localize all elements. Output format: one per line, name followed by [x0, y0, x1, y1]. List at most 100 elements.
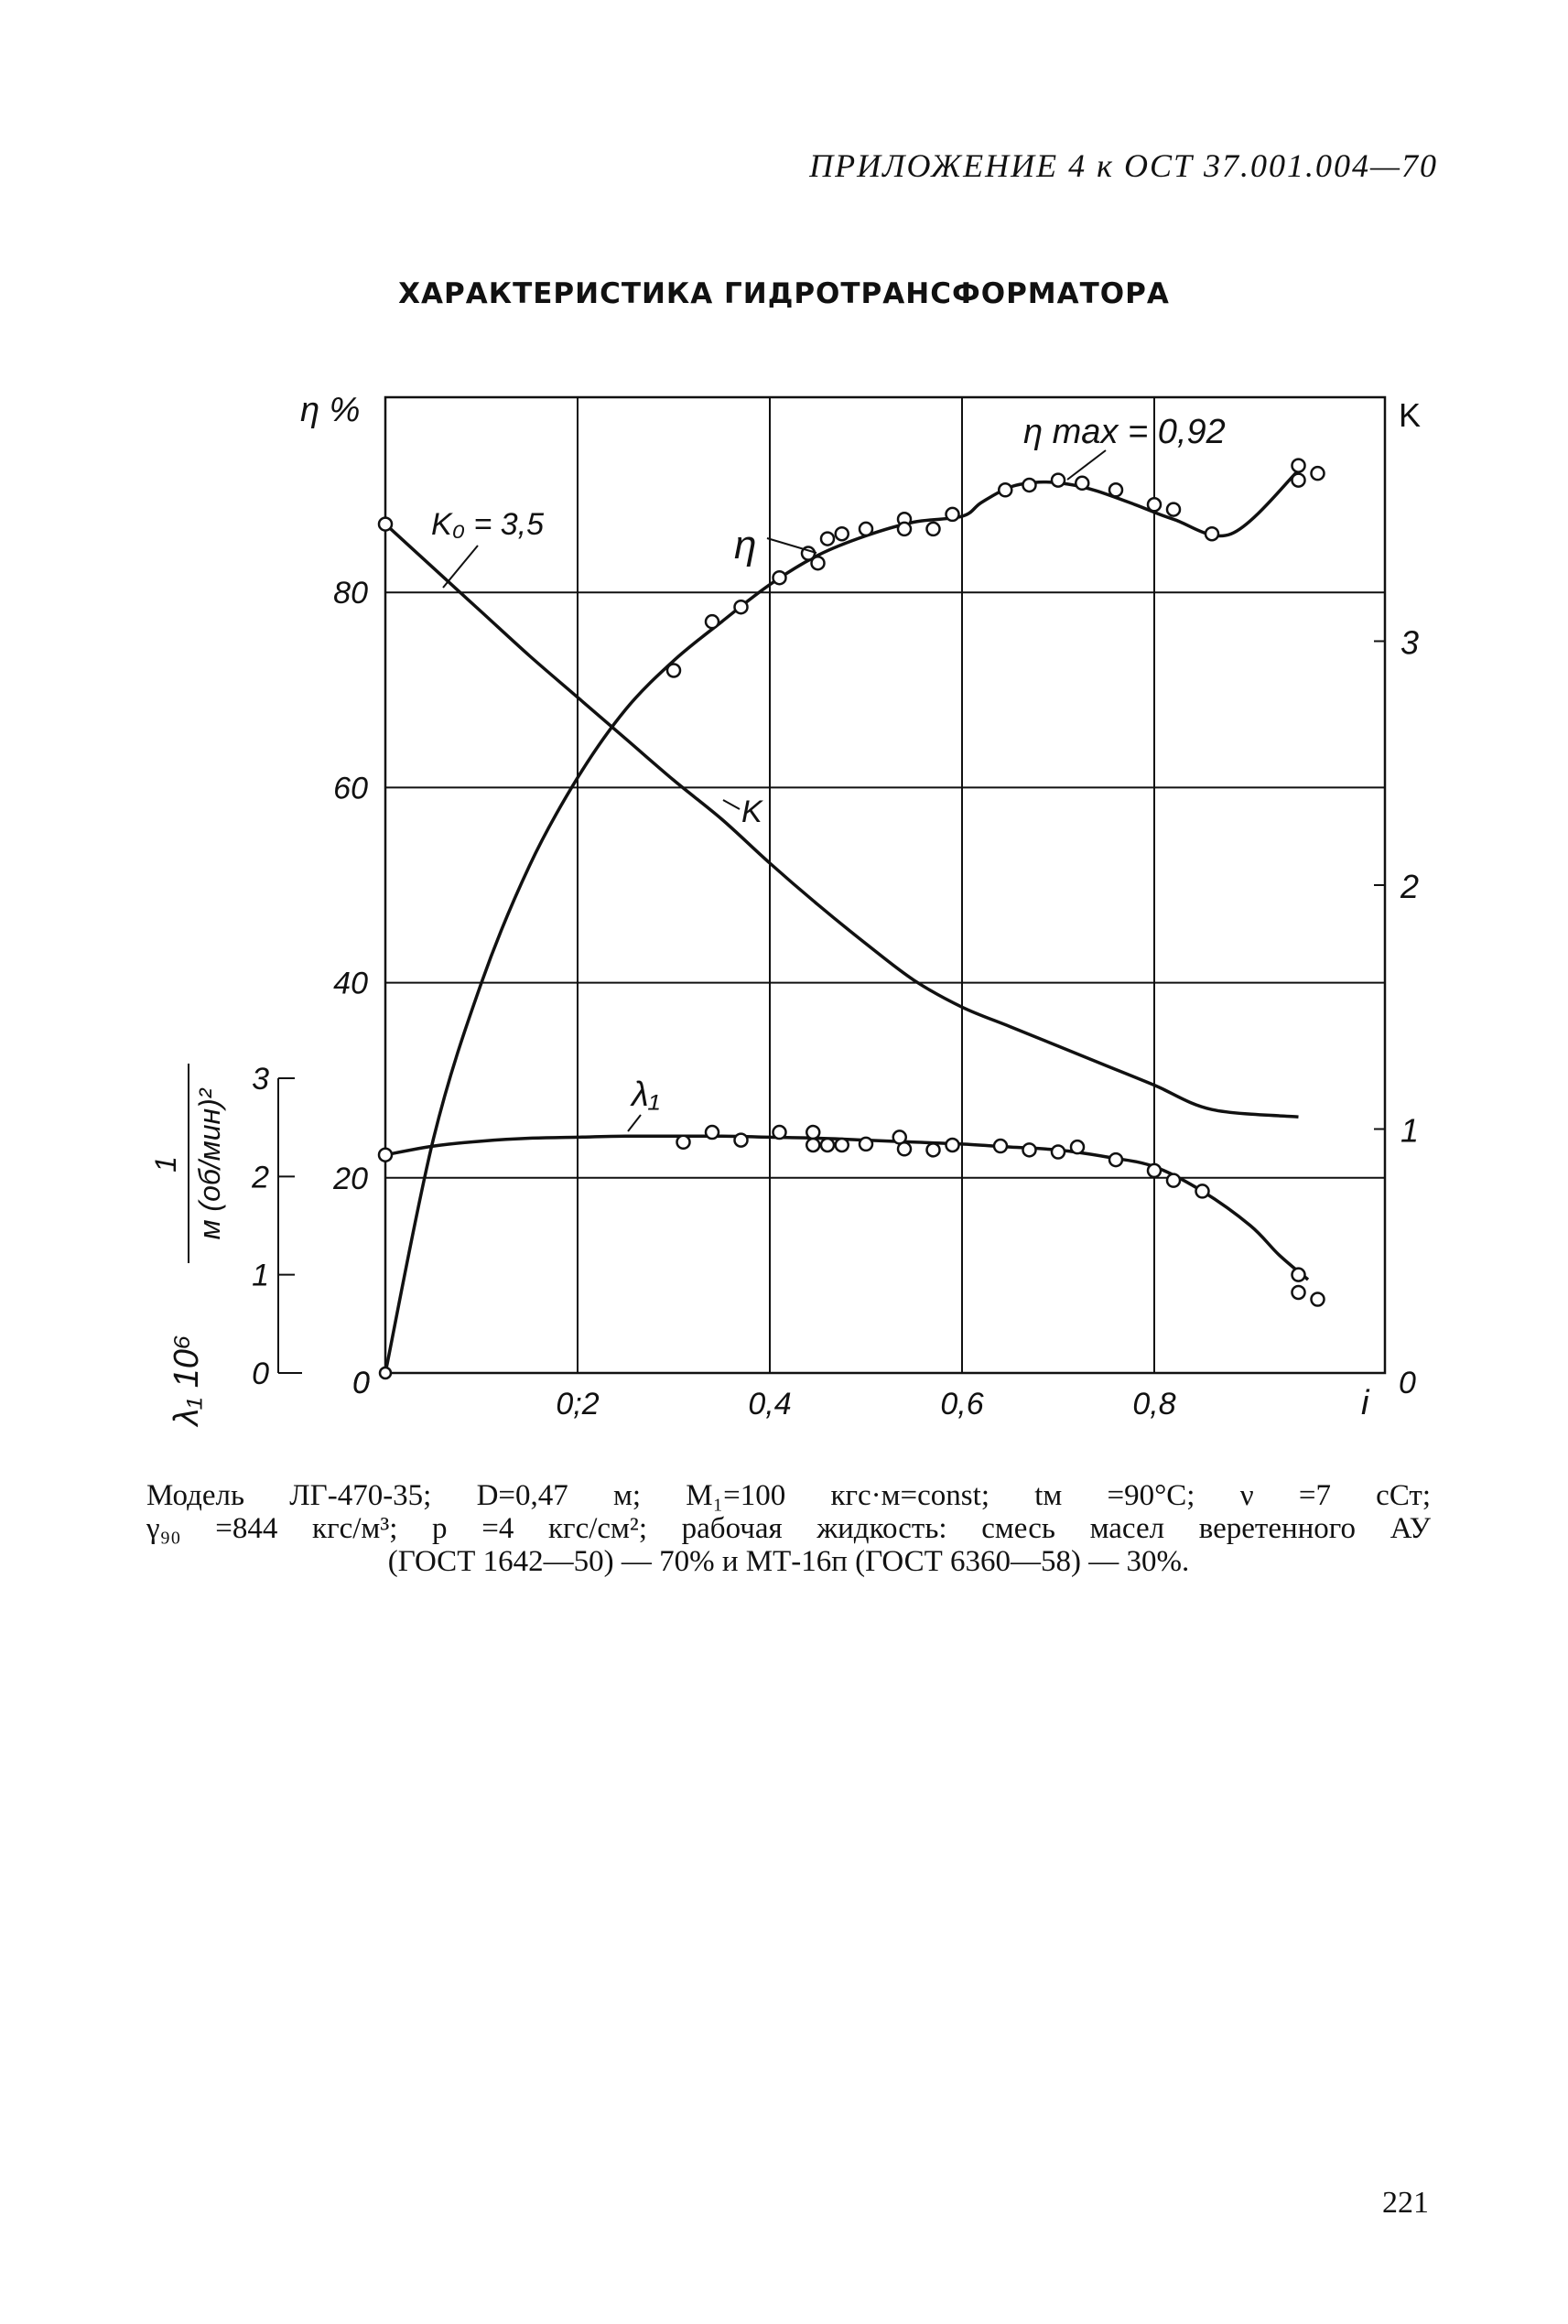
lambda-data-point	[1310, 1292, 1325, 1307]
curves-layer	[384, 469, 1310, 1374]
eta-data-point	[945, 506, 960, 523]
y-right-axis-label: K	[1399, 396, 1421, 434]
eta-data-point	[810, 555, 826, 571]
lambda-data-point	[1291, 1284, 1306, 1301]
torque-converter-chart: 0;2 0,4 0,6 0,8 20 40 60 80 1 2 3 0 1 2 3 η % K i 0 0 …	[149, 391, 1421, 1428]
eta-data-point	[1022, 477, 1037, 493]
lambda-curve-label: λ₁	[630, 1076, 660, 1114]
k-data-point	[377, 516, 394, 532]
y-left-tick-label: 40	[333, 967, 368, 1001]
eta-curve-leader	[766, 537, 817, 554]
lambda-axis-label-denominator: м (об/мин)²	[193, 1087, 226, 1239]
eta-max-annotation: η max = 0,92	[1023, 413, 1226, 451]
y-right-tick-label: 3	[1400, 624, 1419, 662]
y-left-tick-label: 60	[333, 771, 368, 805]
eta-data-point	[925, 521, 941, 537]
lambda-data-point	[819, 1137, 836, 1153]
x-tick-label: 0;2	[556, 1387, 599, 1421]
eta-data-point	[1165, 502, 1182, 517]
eta-data-point	[704, 613, 720, 630]
eta-data-point	[1204, 525, 1220, 542]
y-left-axis-label: η %	[300, 391, 360, 429]
lambda-data-point	[704, 1124, 720, 1140]
eta-data-point	[819, 531, 836, 546]
caption-line-3: (ГОСТ 1642—50) — 70% и МТ-16п (ГОСТ 6360…	[387, 1545, 1190, 1578]
lambda-data-point	[1165, 1173, 1182, 1188]
lambda-curve-leader	[627, 1114, 642, 1132]
caption-line-2: γ₉₀ =844 кгс/м³; p =4 кгс/см²; рабочая ж…	[146, 1512, 1431, 1545]
k-curve-leader	[722, 799, 741, 810]
figure-caption: Модель ЛГ-470-35; D=0,47 м; M₁=100 кгс·м…	[146, 1479, 1431, 1578]
lambda-data-point	[896, 1141, 913, 1157]
grid-layer	[385, 397, 1385, 1373]
eta-max-leader	[1066, 449, 1107, 481]
eta-data-point	[858, 521, 874, 537]
eta-data-point	[772, 569, 787, 586]
x-zero-label: 0	[352, 1366, 370, 1400]
lambda-data-point	[772, 1124, 787, 1140]
eta-data-point	[665, 663, 682, 678]
eta-data-point	[896, 521, 913, 537]
eta-data-point	[1291, 472, 1306, 488]
lambda-tick-label: 1	[252, 1259, 269, 1293]
lambda-data-point	[1069, 1139, 1086, 1155]
eta-data-point	[1146, 497, 1162, 513]
eta-data-point	[378, 1366, 393, 1380]
lambda-data-point	[1291, 1267, 1306, 1282]
lambda-data-point	[925, 1142, 941, 1158]
caption-line-1: Модель ЛГ-470-35; D=0,47 м; M₁=100 кгс·м…	[146, 1479, 1431, 1512]
labels-layer: η % K i 0 0 0 λ₁ 10⁶ 1 м (об/мин)² η max…	[149, 391, 1421, 1428]
x-tick-label: 0,6	[940, 1387, 983, 1421]
y-right-tick-label: 2	[1400, 868, 1419, 905]
y-left-tick-label: 20	[332, 1162, 368, 1196]
eta-data-point	[834, 525, 849, 542]
eta-data-point	[1310, 465, 1325, 481]
k0-annotation: K₀ = 3,5	[431, 507, 544, 542]
x-axis-label: i	[1361, 1384, 1370, 1422]
plot-frame	[384, 395, 1387, 1375]
lambda-data-point	[858, 1136, 874, 1152]
lambda-data-point	[1146, 1162, 1162, 1179]
lambda-data-point	[733, 1132, 749, 1148]
lambda-axis-label-numerator: 1	[149, 1156, 182, 1173]
lambda-data-point	[676, 1134, 691, 1151]
eta-data-point	[1291, 458, 1306, 473]
eta-data-point	[733, 599, 749, 615]
eta-data-point	[998, 482, 1013, 498]
lambda-tick-label: 3	[252, 1062, 269, 1097]
chart-title: ХАРАКТЕРИСТИКА ГИДРОТРАНСФОРМАТОРА	[398, 277, 1170, 310]
lambda-axis-label-main: λ₁ 10⁶	[168, 1335, 206, 1427]
lambda-tick-label: 0	[252, 1357, 269, 1391]
lambda-data-point	[992, 1138, 1009, 1154]
lambda-data-point	[834, 1137, 849, 1153]
eta-curve	[384, 469, 1300, 1374]
page-number: 221	[1382, 2186, 1429, 2220]
lambda-data-point	[806, 1137, 821, 1153]
x-tick-label: 0,4	[748, 1387, 791, 1421]
lambda-data-point	[1195, 1184, 1210, 1199]
y-left-tick-label: 80	[333, 576, 368, 611]
lambda-data-point	[1108, 1151, 1124, 1168]
lambda-data-point	[1022, 1142, 1037, 1158]
lambda-axis-title: λ₁ 10⁶ 1 м (об/мин)²	[149, 1064, 226, 1428]
axes-layer: 0;2 0,4 0,6 0,8 20 40 60 80 1 2 3 0 1 2 3	[251, 395, 1419, 1421]
k-curve-label: K	[741, 794, 763, 829]
y-right-tick-label: 1	[1400, 1112, 1419, 1150]
x-tick-label: 0,8	[1132, 1387, 1175, 1421]
eta-data-point	[1108, 482, 1124, 498]
y-right-zero-label: 0	[1399, 1366, 1416, 1400]
lambda-data-point	[945, 1137, 960, 1153]
lambda-data-point	[1050, 1144, 1066, 1160]
points-layer	[377, 458, 1325, 1380]
k-curve	[384, 523, 1299, 1119]
eta-data-point	[1050, 472, 1066, 488]
running-head: ПРИЛОЖЕНИЕ 4 к ОСТ 37.001.004—70	[809, 147, 1438, 184]
y-left-zero-label: 0	[352, 1366, 370, 1400]
eta-data-point	[1075, 475, 1090, 492]
lambda-tick-label: 2	[251, 1160, 269, 1194]
lambda-data-point	[377, 1147, 394, 1162]
k0-leader	[442, 545, 479, 589]
eta-curve-label: η	[734, 523, 756, 567]
lambda-data-point	[806, 1124, 821, 1140]
lambda-curve	[384, 1134, 1310, 1281]
